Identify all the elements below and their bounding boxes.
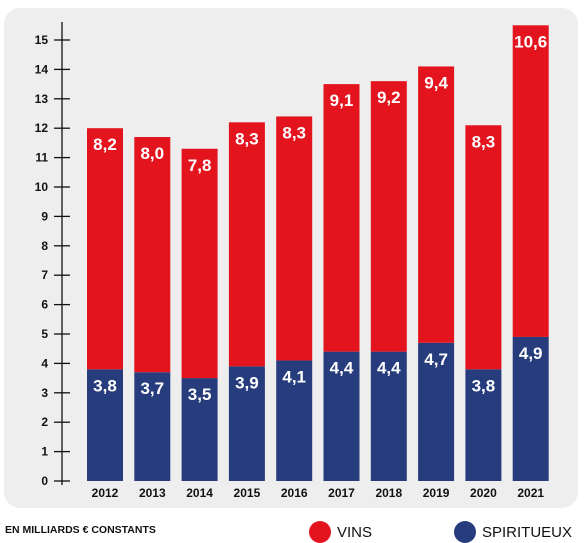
data-label-vins: 8,3 (282, 123, 306, 142)
legend-swatch-vins (309, 521, 331, 543)
bar-spiritueux (370, 351, 407, 481)
data-label-vins: 7,8 (188, 156, 212, 175)
data-label-spiritueux: 4,9 (519, 344, 543, 363)
data-label-spiritueux: 4,4 (330, 359, 354, 378)
y-tick-label: 0 (41, 474, 48, 488)
data-label-spiritueux: 4,1 (282, 367, 306, 386)
x-tick-label: 2016 (281, 486, 308, 500)
data-label-vins: 9,4 (424, 73, 448, 92)
bar-spiritueux (276, 360, 313, 481)
data-label-vins: 9,2 (377, 88, 401, 107)
y-tick-label: 7 (41, 268, 48, 282)
bar-spiritueux (134, 372, 171, 481)
units-note: EN MILLIARDS € CONSTANTS (5, 524, 156, 536)
bar-spiritueux (181, 378, 218, 481)
x-tick-label: 2018 (375, 486, 402, 500)
stacked-bar-chart: 01234567891011121314153,88,220123,78,020… (35, 22, 549, 500)
x-tick-label: 2015 (234, 486, 261, 500)
y-tick-label: 13 (35, 92, 49, 106)
y-tick-label: 14 (35, 62, 49, 76)
bar-spiritueux (465, 369, 502, 481)
y-tick-label: 5 (41, 327, 48, 341)
legend-item-spiritueux: SPIRITUEUX (454, 521, 572, 543)
data-label-spiritueux: 4,7 (424, 350, 448, 369)
y-tick-label: 11 (35, 151, 48, 165)
bar-vins (323, 84, 360, 352)
data-label-vins: 8,2 (93, 135, 117, 154)
y-tick-label: 15 (35, 33, 49, 47)
data-label-vins: 9,1 (330, 91, 354, 110)
bar-vins (276, 116, 313, 361)
x-tick-label: 2014 (186, 486, 213, 500)
x-tick-label: 2017 (328, 486, 355, 500)
x-tick-label: 2013 (139, 486, 166, 500)
y-tick-label: 1 (41, 445, 48, 459)
y-tick-label: 8 (41, 239, 48, 253)
x-tick-label: 2019 (423, 486, 450, 500)
legend-swatch-spiritueux (454, 521, 476, 543)
legend-item-vins: VINS (309, 521, 372, 543)
y-tick-label: 12 (35, 121, 49, 135)
data-label-spiritueux: 3,7 (140, 379, 164, 398)
legend-label-vins: VINS (337, 523, 373, 541)
legend-label-spiritueux: SPIRITUEUX (482, 523, 573, 541)
bar-vins (465, 125, 502, 370)
bar-spiritueux (323, 351, 360, 481)
bar-vins (134, 137, 171, 373)
data-label-spiritueux: 3,9 (235, 373, 259, 392)
bar-spiritueux (228, 366, 265, 481)
data-label-vins: 8,3 (235, 129, 259, 148)
bar-vins (418, 66, 455, 343)
data-label-spiritueux: 4,4 (377, 359, 401, 378)
y-tick-label: 10 (35, 180, 49, 194)
y-tick-label: 3 (41, 386, 48, 400)
bar-spiritueux (418, 342, 455, 481)
bar-vins (512, 25, 549, 337)
data-label-vins: 8,3 (472, 132, 496, 151)
data-label-spiritueux: 3,5 (188, 385, 212, 404)
bar-spiritueux (87, 369, 123, 481)
data-label-spiritueux: 3,8 (472, 376, 496, 395)
data-label-spiritueux: 3,8 (93, 376, 117, 395)
y-tick-label: 2 (41, 415, 48, 429)
bar-vins (228, 122, 265, 367)
y-tick-label: 9 (41, 209, 48, 223)
y-tick-label: 6 (41, 298, 48, 312)
x-tick-label: 2020 (470, 486, 497, 500)
bar-vins (87, 128, 123, 370)
bar-vins (370, 81, 407, 352)
x-tick-label: 2012 (92, 486, 119, 500)
bar-spiritueux (512, 336, 549, 481)
x-tick-label: 2021 (517, 486, 544, 500)
data-label-vins: 8,0 (140, 144, 164, 163)
y-tick-label: 4 (41, 356, 48, 370)
bar-vins (181, 148, 218, 379)
data-label-vins: 10,6 (514, 32, 547, 51)
